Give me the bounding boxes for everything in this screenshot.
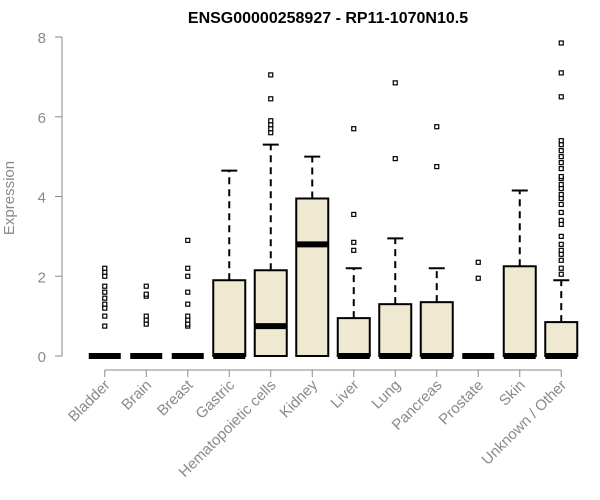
box-iqr bbox=[378, 303, 413, 358]
outlier-point bbox=[143, 291, 149, 297]
outlier-point bbox=[351, 126, 357, 132]
box-unknown-other bbox=[544, 40, 579, 359]
outlier-point bbox=[268, 72, 274, 78]
outlier-point bbox=[434, 163, 440, 170]
outlier-point bbox=[185, 237, 191, 243]
outlier-point bbox=[268, 96, 274, 102]
outlier-point bbox=[558, 173, 564, 180]
outlier-point bbox=[185, 289, 191, 295]
outlier-point bbox=[558, 271, 564, 277]
outlier-point bbox=[102, 313, 108, 319]
outlier-point bbox=[434, 124, 440, 130]
y-tick-label: 2 bbox=[38, 269, 46, 286]
y-tick-label: 8 bbox=[38, 30, 46, 47]
x-tick-label: Kidney bbox=[277, 376, 322, 421]
outlier-point bbox=[102, 283, 108, 289]
x-tick-label: Bladder bbox=[65, 377, 114, 426]
outlier-point bbox=[143, 283, 149, 289]
box-prostate bbox=[462, 259, 495, 359]
x-tick-label: Skin bbox=[496, 377, 529, 410]
y-tick-label: 6 bbox=[38, 110, 46, 127]
y-axis: 0 2 4 6 8 bbox=[38, 30, 63, 366]
outlier-point bbox=[558, 160, 564, 166]
outlier-point bbox=[185, 301, 191, 307]
box-liver bbox=[336, 126, 371, 359]
box-kidney bbox=[295, 155, 330, 357]
outlier-point bbox=[475, 275, 481, 281]
outlier-point bbox=[558, 70, 564, 76]
box-breast bbox=[171, 237, 204, 359]
box-brain bbox=[130, 283, 163, 359]
outlier-point bbox=[475, 259, 481, 265]
x-tick-label: Breast bbox=[154, 376, 197, 419]
outlier-point bbox=[351, 239, 357, 245]
outlier-point bbox=[558, 241, 564, 247]
x-tick-label: Liver bbox=[328, 377, 363, 412]
box-bladder bbox=[88, 265, 121, 359]
outlier-point bbox=[102, 301, 108, 307]
box-skin bbox=[502, 189, 537, 359]
box-pancreas bbox=[419, 124, 454, 359]
outlier-point bbox=[558, 191, 564, 198]
box-lung bbox=[378, 80, 413, 359]
outlier-point bbox=[185, 273, 191, 279]
outlier-point bbox=[185, 313, 191, 319]
outlier-point bbox=[558, 257, 564, 263]
outlier-point bbox=[558, 217, 564, 224]
outlier-point bbox=[392, 156, 398, 162]
outlier-point bbox=[392, 80, 398, 86]
outlier-point bbox=[558, 233, 564, 239]
outlier-point bbox=[351, 247, 357, 253]
y-tick-label: 0 bbox=[38, 349, 46, 366]
y-axis-label: Expression bbox=[1, 161, 18, 235]
box-iqr bbox=[419, 301, 454, 358]
boxes-group bbox=[88, 40, 579, 359]
outlier-point bbox=[558, 165, 564, 172]
y-tick-label: 4 bbox=[38, 190, 46, 207]
outlier-point bbox=[351, 211, 357, 218]
outlier-point bbox=[102, 323, 108, 329]
outlier-point bbox=[558, 265, 564, 271]
outlier-point bbox=[185, 265, 191, 271]
outlier-point bbox=[558, 148, 564, 154]
outlier-point bbox=[102, 295, 108, 301]
chart-title: ENSG00000258927 - RP11-1070N10.5 bbox=[188, 10, 468, 27]
x-tick-label: Prostate bbox=[436, 377, 488, 429]
outlier-point bbox=[143, 313, 149, 319]
outlier-point bbox=[558, 201, 564, 208]
x-tick-label: Lung bbox=[368, 377, 404, 413]
box-gastric bbox=[212, 169, 247, 359]
outlier-point bbox=[268, 118, 274, 124]
outlier-point bbox=[558, 138, 564, 144]
box-hematopoietic-cells bbox=[253, 72, 288, 357]
box-iqr bbox=[212, 279, 247, 357]
box-iqr bbox=[544, 321, 579, 358]
box-iqr bbox=[502, 265, 537, 357]
outlier-point bbox=[558, 40, 564, 46]
x-tick-label: Brain bbox=[118, 377, 155, 414]
outlier-point bbox=[558, 94, 564, 100]
box-iqr bbox=[295, 197, 330, 357]
outlier-point bbox=[102, 289, 108, 295]
box-iqr bbox=[253, 269, 288, 357]
box-iqr bbox=[336, 317, 371, 357]
outlier-point bbox=[558, 181, 564, 188]
outlier-point bbox=[558, 209, 564, 216]
outlier-point bbox=[558, 247, 564, 253]
outlier-point bbox=[558, 154, 564, 160]
outlier-point bbox=[102, 265, 108, 271]
